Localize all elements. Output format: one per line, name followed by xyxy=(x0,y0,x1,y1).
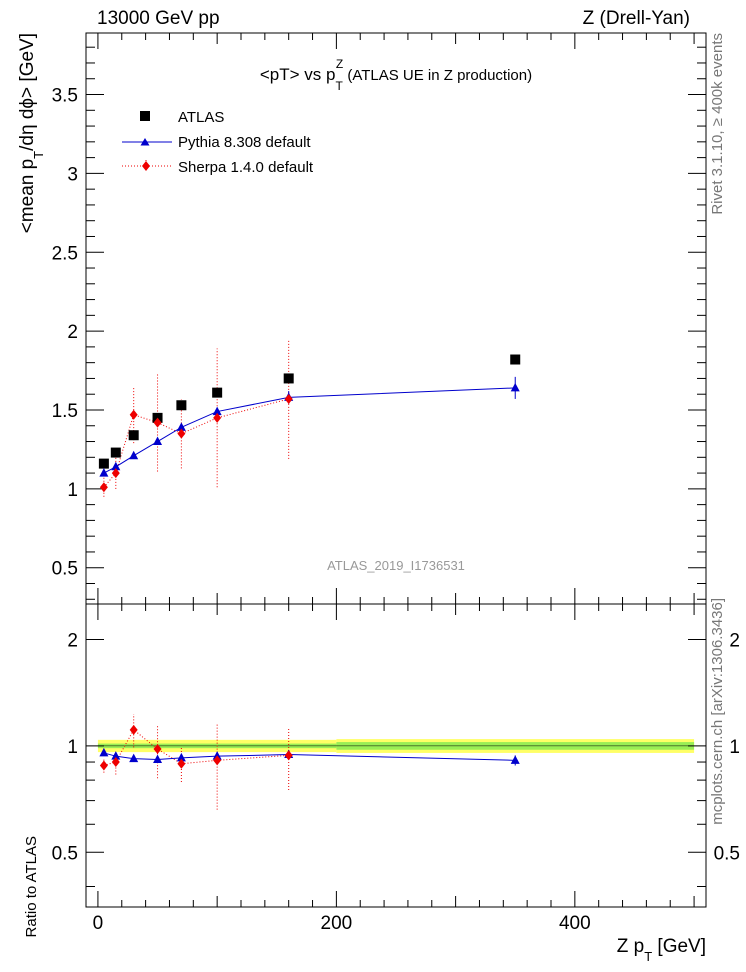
atlas-point-6 xyxy=(283,373,294,384)
y-tick-label-1: 1 xyxy=(67,480,78,501)
sherpa-point-3 xyxy=(153,417,162,428)
title-main: <pT> vs p xyxy=(260,65,336,84)
ratio-pythia-point-7 xyxy=(510,755,520,764)
sherpa-line xyxy=(103,398,289,488)
pythia-point-1 xyxy=(111,461,121,471)
ratio-y-tick-label-left-0.5: 0.5 xyxy=(52,843,78,864)
main-series xyxy=(98,339,521,497)
x-axis-label: Z pT [GeV] xyxy=(617,936,706,964)
title-sup: Z xyxy=(336,57,343,71)
ratio-uncertainty-bands xyxy=(86,739,706,753)
atlas-point-1 xyxy=(110,447,121,458)
analysis-id: ATLAS_2019_I1736531 xyxy=(327,558,465,573)
y-tick-label-3.5: 3.5 xyxy=(52,86,78,107)
ylabel-a: <mean p xyxy=(17,159,38,233)
ratio-series xyxy=(99,714,520,810)
atlas-point-0 xyxy=(98,458,109,469)
legend-pythia-label: Pythia 8.308 default xyxy=(178,134,311,151)
ratio-y-tick-label-right-1: 1 xyxy=(729,737,740,758)
y-tick-label-0.5: 0.5 xyxy=(52,559,78,580)
title-sub: T xyxy=(335,79,343,93)
ratio-sherpa-point-2 xyxy=(129,724,138,735)
ratio-y-axis-label: Ratio to ATLAS xyxy=(23,836,40,937)
ratio-sherpa-point-6 xyxy=(284,750,293,761)
legend: ATLAS Pythia 8.308 default Sherpa 1.4.0 … xyxy=(122,109,314,176)
sherpa-point-6 xyxy=(284,393,293,404)
pythia-point-0 xyxy=(99,468,109,477)
title-rest: (ATLAS UE in Z production) xyxy=(343,67,532,84)
atlas-point-2 xyxy=(128,430,139,441)
rivet-label: Rivet 3.1.10, ≥ 400k events xyxy=(709,33,726,215)
ratio-panel-frame xyxy=(85,603,707,908)
ratio-pythia-point-3 xyxy=(153,754,163,763)
chart-title: <pT> vs pTZ (ATLAS UE in Z production) xyxy=(260,57,532,93)
header-energy: 13000 GeV pp xyxy=(97,8,220,29)
ratio-sherpa-point-5 xyxy=(213,755,222,766)
ylabel-sub: T xyxy=(31,151,46,159)
ratio-pythia-line xyxy=(103,752,516,761)
xlabel-sub: T xyxy=(644,949,652,964)
sherpa-point-1 xyxy=(111,468,120,479)
x-tick-label-400: 400 xyxy=(559,913,591,934)
x-tick-label-0: 0 xyxy=(93,913,104,934)
ratio-sherpa-point-3 xyxy=(153,743,162,754)
y-tick-label-2: 2 xyxy=(67,322,78,343)
y-tick-label-3: 3 xyxy=(67,164,78,185)
ratio-sherpa-point-0 xyxy=(99,760,108,771)
header-process: Z (Drell-Yan) xyxy=(583,8,690,29)
x-tick-label-200: 200 xyxy=(321,913,353,934)
pythia-point-3 xyxy=(153,436,163,446)
atlas-point-5 xyxy=(212,387,223,398)
atlas-point-7 xyxy=(510,354,521,365)
ratio-pythia-point-1 xyxy=(111,751,121,760)
xlabel-a: Z p xyxy=(617,936,644,957)
y-tick-label-2.5: 2.5 xyxy=(52,243,78,264)
axis-ticks: 0 200 400 0.5 1 1.5 2 2.5 3 3.5 0.5 0.5 1 1 2 2 xyxy=(52,33,740,934)
sherpa-point-4 xyxy=(177,428,186,439)
ratio-y-tick-label-left-1: 1 xyxy=(67,737,78,758)
ratio-sherpa-point-1 xyxy=(111,757,120,768)
xlabel-b: [GeV] xyxy=(652,936,706,957)
legend-pythia-marker xyxy=(140,138,150,146)
y-axis-label: <mean pT/dη dϕ> [GeV] xyxy=(17,33,46,233)
legend-atlas-label: ATLAS xyxy=(178,109,224,126)
ratio-y-tick-label-right-2: 2 xyxy=(729,630,740,651)
ratio-pythia-point-0 xyxy=(99,747,109,757)
atlas-point-4 xyxy=(176,400,187,411)
sherpa-point-0 xyxy=(99,482,108,493)
ratio-sherpa-point-4 xyxy=(177,758,186,769)
sherpa-point-2 xyxy=(129,409,138,420)
pythia-point-2 xyxy=(129,450,139,460)
legend-sherpa-marker xyxy=(142,161,150,171)
pythia-point-5 xyxy=(212,406,222,416)
pythia-line xyxy=(103,387,516,474)
pythia-point-7 xyxy=(510,382,520,392)
sherpa-point-5 xyxy=(213,412,222,423)
ratio-y-tick-label-right-0.5: 0.5 xyxy=(714,843,740,864)
ylabel-b: /dη dϕ> [GeV] xyxy=(17,33,38,151)
ratio-y-tick-label-left-2: 2 xyxy=(67,630,78,651)
pythia-point-4 xyxy=(176,422,186,431)
ratio-pythia-point-4 xyxy=(176,752,186,762)
y-tick-label-1.5: 1.5 xyxy=(52,401,78,422)
mcplots-label: mcplots.cern.ch [arXiv:1306.3436] xyxy=(709,598,726,825)
legend-atlas-marker xyxy=(140,111,150,121)
legend-sherpa-label: Sherpa 1.4.0 default xyxy=(178,159,314,176)
ratio-pythia-point-2 xyxy=(129,753,139,763)
